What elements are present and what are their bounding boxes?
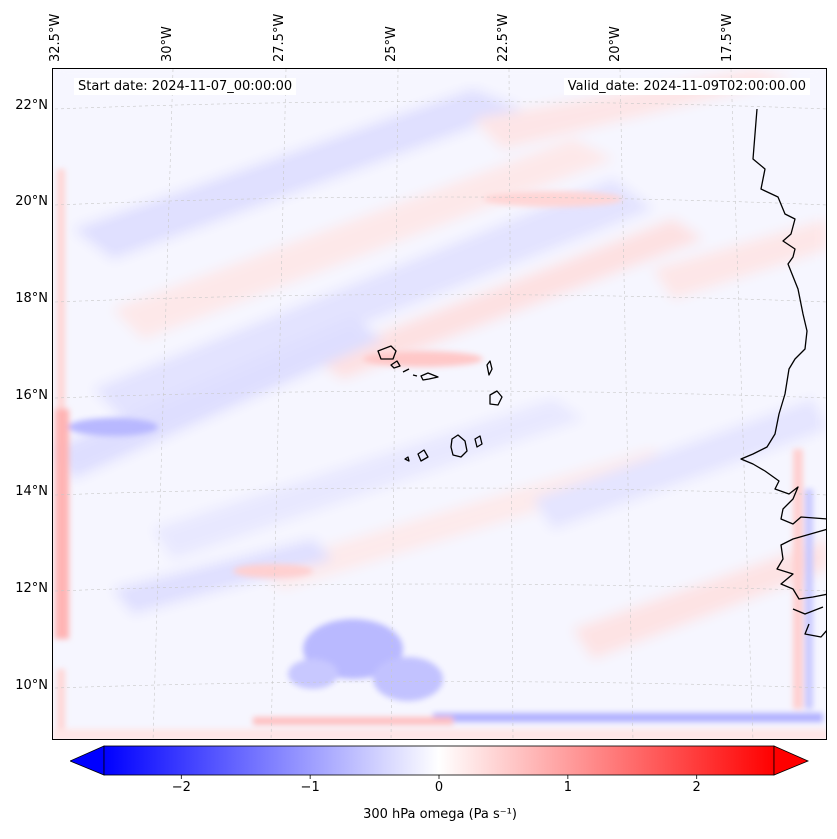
africa-coastline — [740, 108, 826, 638]
latitude-tick-label: 22°N — [15, 97, 48, 113]
latitude-tick-label: 20°N — [15, 194, 48, 210]
longitude-tick-label: 22.5°W — [496, 13, 512, 62]
island-sal — [486, 360, 493, 376]
island-santa-luzia — [420, 372, 439, 381]
latitude-tick-label: 12°N — [15, 581, 48, 597]
omega-field-map — [53, 69, 826, 739]
colorbar-extend-low — [70, 745, 105, 776]
island-maio — [474, 435, 483, 448]
longitude-tick-label: 17.5°W — [720, 13, 736, 62]
map-panel — [52, 68, 827, 740]
longitude-tick-label: 27.5°W — [272, 13, 288, 62]
valid-date-label: Valid_date: 2024-11-09T02:00:00.00 — [563, 78, 810, 95]
coastline — [377, 108, 826, 638]
island-santo-antao — [377, 345, 397, 360]
colorbar-tick-label: −1 — [300, 780, 320, 795]
latitude-tick-label: 14°N — [15, 484, 48, 500]
colorbar-extend-high — [773, 745, 810, 776]
latitude-tick-label: 18°N — [15, 291, 48, 307]
island-fogo — [417, 449, 429, 462]
graticule-lines — [54, 69, 826, 739]
colorbar-tick-label: 2 — [692, 780, 701, 795]
longitude-tick-label: 25°W — [384, 26, 400, 62]
island-sao-nicolau — [402, 368, 418, 377]
colorbar-label: 300 hPa omega (Pa s⁻¹) — [363, 807, 517, 822]
omega-field-layer — [53, 69, 826, 739]
island-santiago — [450, 434, 468, 458]
colorbar-tick-label: −2 — [171, 780, 191, 795]
longitude-tick-label: 30°W — [160, 26, 176, 62]
longitude-tick-label: 32.5°W — [48, 13, 64, 62]
island-brava — [404, 456, 410, 462]
start-date-label: Start date: 2024-11-07_00:00:00 — [74, 78, 297, 95]
island-sao-vicente — [390, 360, 401, 369]
longitude-tick-label: 20°W — [608, 26, 624, 62]
island-boa-vista — [489, 390, 503, 406]
latitude-tick-label: 16°N — [15, 387, 48, 403]
colorbar-body — [103, 745, 775, 776]
colorbar — [70, 745, 810, 779]
colorbar-tick-label: 0 — [434, 780, 444, 795]
latitude-tick-label: 10°N — [15, 677, 48, 693]
colorbar-tick-label: 1 — [563, 780, 572, 795]
